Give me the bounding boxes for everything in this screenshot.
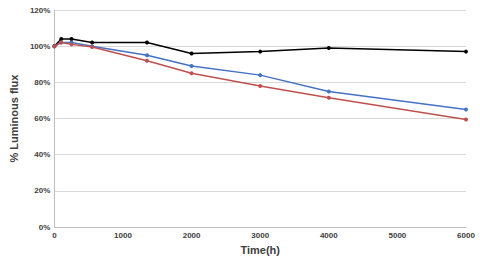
- svg-text:40%: 40%: [34, 150, 50, 159]
- svg-text:0: 0: [52, 231, 57, 240]
- svg-text:% Luminous flux: % Luminous flux: [8, 74, 20, 163]
- svg-text:80%: 80%: [34, 78, 50, 87]
- svg-text:60%: 60%: [34, 114, 50, 123]
- svg-text:5000: 5000: [388, 231, 406, 240]
- svg-text:4000: 4000: [320, 231, 338, 240]
- svg-text:0%: 0%: [39, 223, 51, 232]
- svg-text:120%: 120%: [30, 6, 50, 15]
- svg-text:2000: 2000: [183, 231, 201, 240]
- svg-text:100%: 100%: [30, 42, 50, 51]
- svg-text:Time(h): Time(h): [240, 244, 280, 256]
- svg-text:3000: 3000: [251, 231, 269, 240]
- svg-text:6000: 6000: [457, 231, 475, 240]
- svg-text:1000: 1000: [114, 231, 132, 240]
- svg-text:20%: 20%: [34, 186, 50, 195]
